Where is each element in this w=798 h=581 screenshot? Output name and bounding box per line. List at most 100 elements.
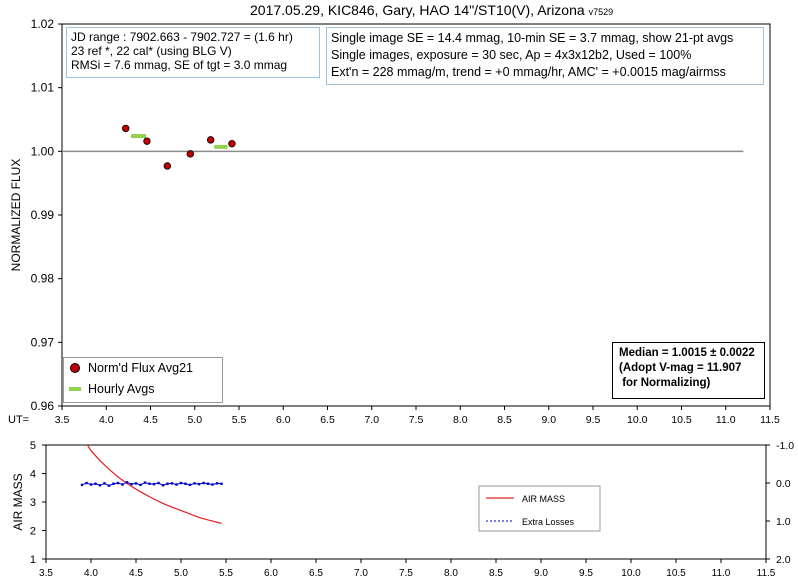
extra-losses-point bbox=[94, 482, 97, 485]
y-tick-label: 4 bbox=[30, 469, 36, 481]
airmass-line bbox=[86, 445, 222, 524]
extra-losses-point bbox=[166, 482, 169, 485]
y-tick-label: 5 bbox=[30, 440, 36, 452]
x-tick-label: 11.0 bbox=[716, 414, 736, 426]
y-axis-label: AIR MASS bbox=[11, 473, 25, 530]
extra-losses-point bbox=[143, 481, 147, 484]
info-line: 23 ref *, 22 cal* (using BLG V) bbox=[71, 44, 232, 58]
x-tick-label: 7.0 bbox=[354, 568, 368, 579]
extra-losses-point bbox=[220, 482, 223, 485]
ut-label: UT= bbox=[8, 414, 29, 426]
y-tick-label: 3 bbox=[30, 497, 36, 509]
x-tick-label: 9.0 bbox=[541, 414, 556, 426]
extra-losses-line bbox=[81, 481, 222, 487]
x-tick-label: 7.5 bbox=[409, 414, 424, 426]
extra-losses-point bbox=[179, 481, 183, 485]
info-line: Single image SE = 14.4 mmag, 10-min SE =… bbox=[331, 31, 734, 45]
extra-losses-point bbox=[197, 482, 201, 486]
y-tick-label: 0.99 bbox=[31, 208, 55, 222]
extra-losses-point bbox=[215, 482, 219, 485]
extra-losses-point bbox=[175, 483, 178, 486]
y-tick-label: 1.00 bbox=[31, 144, 55, 158]
extra-losses-point bbox=[98, 484, 102, 487]
extra-losses-point bbox=[130, 482, 133, 486]
extra-losses-point bbox=[211, 483, 214, 486]
flux-legend: Norm'd Flux Avg21 Hourly Avgs bbox=[63, 357, 223, 403]
flux-point bbox=[186, 150, 195, 158]
extra-losses-point bbox=[170, 482, 174, 485]
extra-losses-point bbox=[148, 482, 151, 485]
y-tick-label: 0.96 bbox=[31, 399, 55, 413]
y2-tick-label: -1.0 bbox=[776, 440, 794, 452]
info-box-right: Single image SE = 14.4 mmag, 10-min SE =… bbox=[326, 27, 764, 85]
x-tick-label: 11.5 bbox=[760, 414, 780, 426]
extra-losses-point bbox=[125, 481, 129, 484]
legend-label: AIR MASS bbox=[522, 494, 565, 504]
x-tick-label: 4.5 bbox=[143, 414, 158, 426]
x-tick-label: 9.5 bbox=[586, 414, 601, 426]
extra-losses-point bbox=[157, 481, 160, 485]
extra-losses-point bbox=[139, 483, 142, 487]
extra-losses-point bbox=[85, 481, 88, 485]
extra-losses-point bbox=[161, 484, 165, 487]
flux-point bbox=[122, 124, 130, 133]
x-tick-label: 8.0 bbox=[444, 568, 458, 579]
version-label: v7529 bbox=[588, 7, 614, 17]
extra-losses-point bbox=[116, 481, 120, 485]
x-tick-label: 5.5 bbox=[232, 414, 247, 426]
x-tick-label: 10.0 bbox=[627, 414, 648, 426]
x-tick-label: 5.5 bbox=[219, 568, 233, 579]
y2-tick-label: 0.0 bbox=[776, 478, 791, 490]
x-tick-label: 5.0 bbox=[187, 414, 202, 426]
extra-losses-point bbox=[202, 481, 205, 485]
x-tick-label: 8.5 bbox=[489, 568, 503, 579]
x-tick-label: 7.0 bbox=[364, 414, 379, 426]
extra-losses-point bbox=[89, 483, 93, 486]
extra-losses-point bbox=[188, 483, 192, 487]
extra-losses-point bbox=[193, 482, 196, 485]
legend-label: Hourly Avgs bbox=[88, 382, 155, 396]
extra-losses-point bbox=[206, 482, 210, 485]
x-tick-label: 6.0 bbox=[264, 568, 278, 579]
y2-tick-label: 1.0 bbox=[776, 516, 791, 528]
y-tick-label: 1.02 bbox=[31, 17, 55, 31]
extra-losses-point bbox=[80, 483, 84, 487]
x-tick-label: 7.5 bbox=[399, 568, 413, 579]
extra-losses-point bbox=[112, 482, 115, 485]
hourly-marker-icon bbox=[69, 387, 81, 391]
info-line: RMSi = 7.6 mmag, SE of tgt = 3.0 mmag bbox=[71, 58, 288, 72]
x-tick-label: 6.0 bbox=[276, 414, 291, 426]
y-tick-label: 0.98 bbox=[31, 272, 55, 286]
median-box: Median = 1.0015 ± 0.0022 (Adopt V-mag = … bbox=[612, 342, 765, 399]
y-axis-label: NORMALIZED FLUX bbox=[9, 159, 23, 272]
chart-title: 2017.05.29, KIC846, Gary, HAO 14"/ST10(V… bbox=[250, 2, 613, 18]
x-tick-label: 10.0 bbox=[621, 568, 641, 579]
x-tick-label: 3.5 bbox=[55, 414, 70, 426]
x-tick-label: 8.5 bbox=[497, 414, 512, 426]
extra-losses-point bbox=[184, 482, 187, 485]
extra-losses-point bbox=[107, 484, 111, 487]
flux-point bbox=[206, 136, 215, 144]
flux-marker-icon bbox=[70, 363, 80, 373]
x-tick-label: 5.0 bbox=[174, 568, 188, 579]
info-line: Single images, exposure = 30 sec, Ap = 4… bbox=[331, 48, 692, 62]
x-tick-label: 8.0 bbox=[453, 414, 468, 426]
y2-tick-label: 2.0 bbox=[776, 554, 791, 566]
x-tick-label: 10.5 bbox=[666, 568, 686, 579]
x-tick-label: 11.0 bbox=[712, 568, 731, 579]
extra-losses-point bbox=[121, 483, 124, 486]
x-tick-label: 10.5 bbox=[671, 414, 692, 426]
y-tick-label: 1 bbox=[30, 554, 36, 566]
legend-label: Norm'd Flux Avg21 bbox=[88, 361, 193, 375]
info-line: JD range : 7902.663 - 7902.727 = (1.6 hr… bbox=[71, 30, 293, 44]
info-box-left: JD range : 7902.663 - 7902.727 = (1.6 hr… bbox=[66, 27, 320, 78]
extra-losses-point bbox=[103, 482, 106, 485]
x-tick-label: 9.5 bbox=[579, 568, 593, 579]
y-tick-label: 1.01 bbox=[31, 81, 55, 95]
airmass-legend bbox=[478, 485, 601, 532]
info-line: Ext'n = 228 mmag/m, trend = +0 mmag/hr, … bbox=[331, 65, 726, 79]
x-tick-label: 4.0 bbox=[84, 568, 98, 579]
x-tick-label: 11.5 bbox=[757, 568, 776, 579]
x-tick-label: 6.5 bbox=[309, 568, 323, 579]
